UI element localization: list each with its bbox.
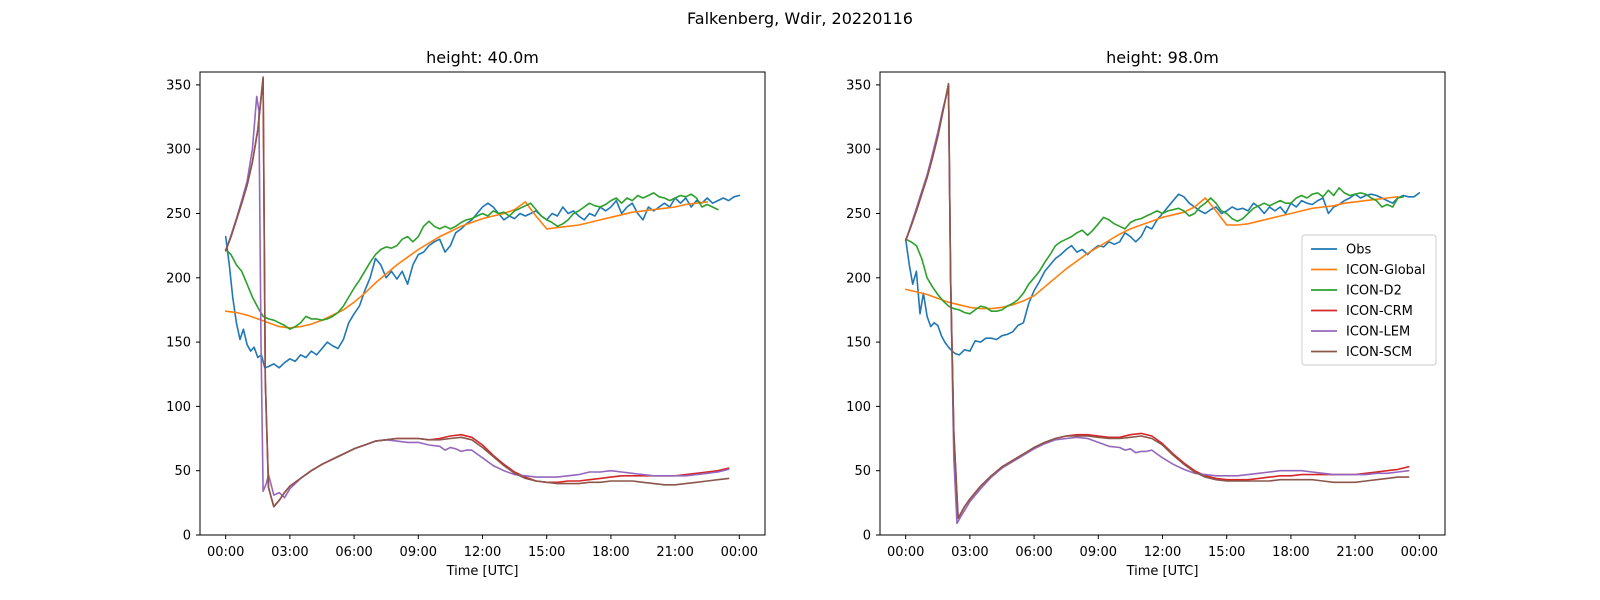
- legend-label-icon-scm: ICON-SCM: [1346, 345, 1412, 360]
- legend-label-icon-d2: ICON-D2: [1346, 284, 1402, 299]
- x-tick-label: 18:00: [592, 545, 629, 560]
- legend-label-obs: Obs: [1346, 243, 1371, 258]
- y-tick-label: 200: [166, 271, 191, 286]
- x-tick-label: 03:00: [271, 545, 308, 560]
- series-group: [904, 82, 1421, 525]
- y-tick-label: 200: [846, 271, 871, 286]
- y-tick-label: 0: [183, 529, 191, 544]
- x-tick-label: 06:00: [1015, 545, 1052, 560]
- series-line-obs: [224, 194, 741, 369]
- panel-1: 0 50 100 150 200 250 300 350 00:00 03:00 06:00 09:0…: [166, 48, 766, 579]
- x-tick-label: 12:00: [1144, 545, 1181, 560]
- legend-label-icon-lem: ICON-LEM: [1346, 325, 1410, 340]
- x-tick-label: 09:00: [1080, 545, 1117, 560]
- y-tick-label: 300: [166, 143, 191, 158]
- x-tick-label: 09:00: [400, 545, 437, 560]
- panel-title: height: 40.0m: [426, 48, 539, 67]
- series-line-obs: [904, 192, 1421, 356]
- x-tick-label: 15:00: [528, 545, 565, 560]
- legend-box: [1301, 234, 1437, 366]
- y-tick-label: 250: [166, 207, 191, 222]
- y-tick-label: 150: [166, 336, 191, 351]
- x-tick-label: 00:00: [207, 545, 244, 560]
- series-line-icon-d2: [224, 192, 719, 330]
- series-line-icon-scm: [224, 76, 730, 508]
- legend: Obs ICON-Global ICON-D2 ICON-CRM ICON-LEM ICO…: [1301, 234, 1437, 366]
- y-tick-label: 350: [846, 78, 871, 93]
- y-tick-label: 100: [166, 400, 191, 415]
- series-group: [224, 76, 741, 508]
- x-tick-label: 00:00: [887, 545, 924, 560]
- panel-2: 0 50 100 150 200 250 300 350 00:00 03:00 06:00 09:0…: [846, 48, 1446, 579]
- series-line-icon-global: [224, 201, 708, 329]
- x-tick-label: 21:00: [656, 545, 693, 560]
- x-tick-label: 03:00: [951, 545, 988, 560]
- series-line-icon-d2: [904, 187, 1405, 315]
- x-tick-label: 15:00: [1208, 545, 1245, 560]
- y-tick-label: 0: [863, 529, 871, 544]
- y-tick-label: 250: [846, 207, 871, 222]
- x-tick-label: 00:00: [1401, 545, 1438, 560]
- panel-title: height: 98.0m: [1106, 48, 1219, 67]
- y-tick-label: 300: [846, 143, 871, 158]
- x-tick-label: 06:00: [335, 545, 372, 560]
- y-tick-label: 150: [846, 336, 871, 351]
- x-axis-label: Time [UTC]: [446, 564, 519, 579]
- y-tick-label: 100: [846, 400, 871, 415]
- series-line-icon-crm: [224, 77, 730, 508]
- y-tick-label: 50: [174, 464, 191, 479]
- x-tick-label: 00:00: [721, 545, 758, 560]
- x-tick-label: 12:00: [464, 545, 501, 560]
- x-tick-label: 21:00: [1336, 545, 1373, 560]
- series-line-icon-lem: [224, 95, 730, 499]
- x-axis-label: Time [UTC]: [1126, 564, 1199, 579]
- y-tick-label: 350: [166, 78, 191, 93]
- x-tick-label: 18:00: [1272, 545, 1309, 560]
- plot-frame: [199, 71, 766, 536]
- series-line-icon-scm: [904, 82, 1410, 520]
- legend-label-icon-crm: ICON-CRM: [1346, 304, 1413, 319]
- figure-title: Falkenberg, Wdir, 20220116: [687, 9, 913, 28]
- y-tick-label: 50: [854, 464, 871, 479]
- legend-label-icon-global: ICON-Global: [1346, 263, 1426, 278]
